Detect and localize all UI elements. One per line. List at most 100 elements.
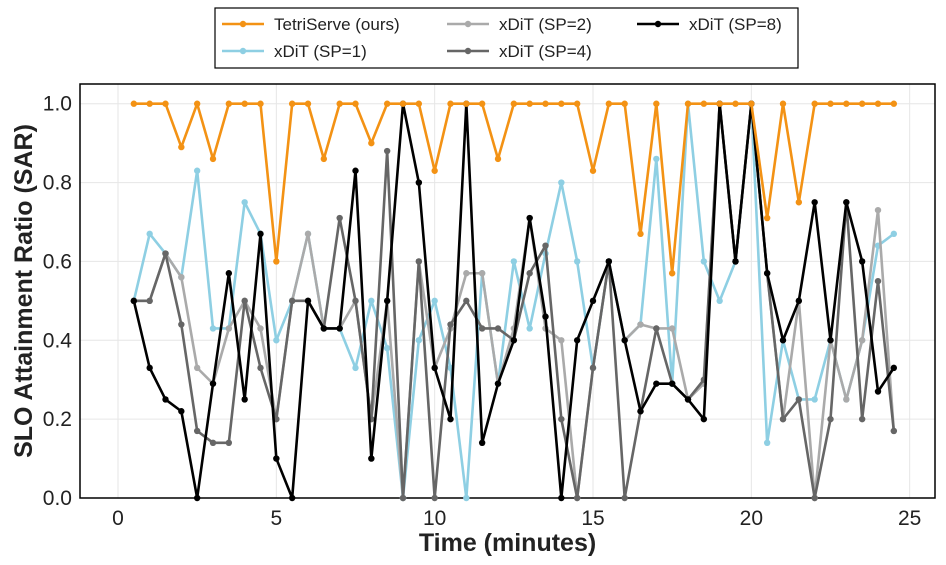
data-point (463, 100, 470, 107)
legend-label: xDiT (SP=4) (499, 42, 592, 61)
data-point (225, 325, 233, 332)
data-point (209, 155, 217, 163)
data-point (890, 100, 898, 107)
series-0 (130, 100, 898, 277)
data-point (763, 214, 771, 222)
data-point (526, 100, 533, 107)
data-point (510, 258, 518, 265)
data-point (241, 100, 248, 107)
data-point (478, 270, 486, 277)
data-point (858, 337, 866, 344)
data-point (336, 214, 343, 222)
data-point (573, 494, 581, 502)
data-point (542, 100, 549, 107)
data-point (668, 270, 676, 277)
y-tick-label: 1.0 (43, 93, 72, 116)
data-point (463, 297, 470, 305)
legend: TetriServe (ours) xDiT (SP=1) xDiT (SP=2) x… (214, 7, 799, 69)
data-point (193, 427, 201, 435)
data-point (589, 364, 597, 372)
data-point (415, 179, 423, 186)
data-point (273, 455, 280, 462)
data-point (288, 494, 296, 502)
legend-label: TetriServe (ours) (274, 15, 400, 34)
data-point (858, 258, 866, 265)
data-point (573, 337, 581, 344)
data-point (589, 297, 597, 305)
data-point (352, 297, 359, 305)
data-point (478, 100, 486, 107)
data-point (621, 100, 628, 107)
data-point (716, 297, 723, 305)
data-point (241, 396, 248, 403)
data-point (431, 494, 438, 502)
data-point (352, 100, 359, 107)
data-point (494, 155, 502, 163)
data-point (637, 408, 644, 415)
data-point (241, 297, 248, 305)
data-point (526, 270, 533, 277)
data-point (605, 258, 613, 265)
data-point (605, 100, 613, 107)
data-point (700, 415, 708, 423)
legend-label: xDiT (SP=2) (499, 15, 592, 34)
data-point (447, 100, 454, 107)
data-point (320, 155, 328, 163)
x-tick-label: 15 (581, 507, 604, 530)
data-point (510, 100, 518, 107)
y-tick-label: 0.2 (43, 408, 72, 431)
data-point (368, 297, 375, 305)
data-point (431, 297, 438, 305)
data-point (589, 167, 597, 174)
data-point (668, 380, 676, 387)
data-point (257, 364, 264, 372)
data-point (542, 242, 549, 249)
data-point (526, 214, 533, 222)
data-point (162, 100, 169, 107)
data-point (352, 364, 359, 372)
data-point (700, 258, 708, 265)
data-point (178, 321, 185, 328)
x-tick-label: 0 (112, 507, 124, 530)
data-point (494, 325, 502, 332)
legend-swatch-marker (239, 20, 247, 28)
data-point (225, 270, 233, 277)
y-tick-label: 0.8 (43, 172, 72, 195)
data-point (352, 167, 359, 174)
plot-frame (79, 83, 936, 499)
x-tick-label: 5 (270, 507, 282, 530)
data-point (336, 325, 343, 332)
data-point (843, 199, 850, 206)
data-point (573, 100, 581, 107)
legend-label: xDiT (SP=1) (274, 42, 367, 61)
legend-swatch-marker (464, 47, 472, 55)
data-point (209, 439, 217, 446)
data-point (146, 100, 153, 107)
data-point (193, 494, 201, 502)
data-point (146, 297, 153, 305)
data-point (621, 337, 628, 344)
data-point (558, 494, 565, 502)
data-point (383, 344, 391, 352)
data-point (653, 325, 660, 332)
data-point (304, 230, 312, 238)
legend-item: xDiT (SP=4) (447, 42, 592, 61)
legend-swatch-marker (464, 20, 472, 28)
data-point (811, 494, 818, 502)
data-point (732, 258, 739, 265)
legend-box (214, 7, 799, 69)
data-point (178, 408, 185, 415)
data-point (162, 250, 169, 257)
data-point (779, 100, 787, 107)
data-point (732, 100, 739, 107)
data-point (368, 455, 375, 462)
data-point (193, 100, 201, 107)
data-point (526, 325, 533, 332)
legend-swatch-marker (239, 47, 247, 55)
y-tick-label: 0.0 (43, 487, 72, 510)
data-point (890, 230, 898, 238)
data-point (463, 270, 470, 277)
data-point (827, 415, 834, 423)
data-point (273, 337, 280, 344)
